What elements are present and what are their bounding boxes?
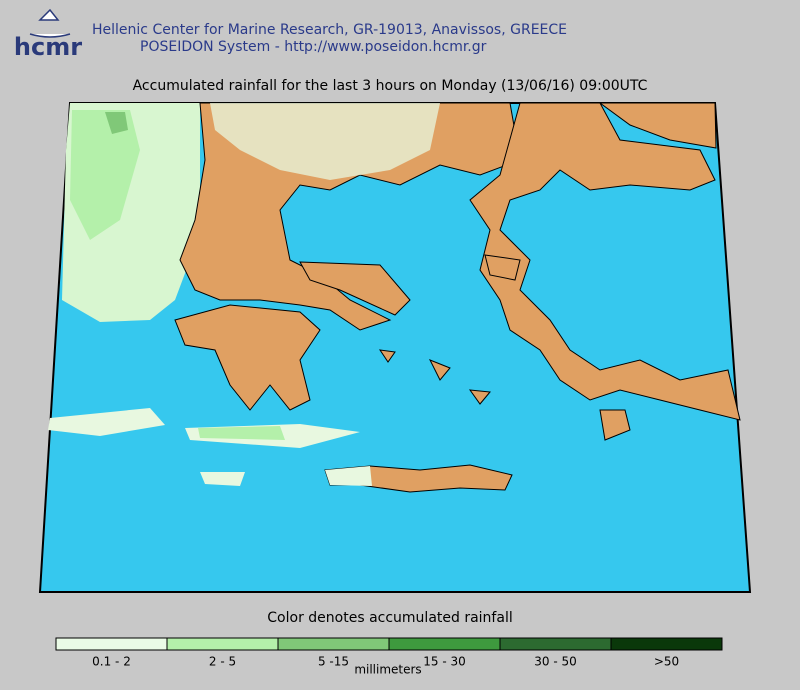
legend-label: 30 - 50 <box>534 655 577 669</box>
colorbar: 0.1 - 2 2 - 5 5 -15 15 - 30 30 - 50 >50 <box>55 637 723 669</box>
logo: hcmr <box>14 8 82 61</box>
land <box>469 102 741 421</box>
header-line: POSEIDON System - http://www.poseidon.hc… <box>140 39 487 55</box>
rain-area <box>325 466 372 486</box>
rain-area <box>70 110 140 240</box>
map <box>38 102 752 593</box>
map-title: Accumulated rainfall for the last 3 hour… <box>133 78 648 94</box>
legend-label: 15 - 30 <box>423 655 466 669</box>
land <box>599 409 631 441</box>
rain-area <box>198 426 285 440</box>
legend-label: 2 - 5 <box>209 655 236 669</box>
legend-label: 0.1 - 2 <box>92 655 131 669</box>
legend-swatch <box>277 637 390 651</box>
land <box>174 304 321 411</box>
land <box>484 254 521 281</box>
header-line: Hellenic Center for Marine Research, GR-… <box>92 22 567 38</box>
legend-caption: Color denotes accumulated rainfall <box>267 610 512 626</box>
rain-area <box>210 103 440 180</box>
rain-area <box>200 472 245 486</box>
legend-swatch <box>55 637 168 651</box>
legend-label: 5 -15 <box>318 655 349 669</box>
legend-label: >50 <box>654 655 679 669</box>
land <box>378 349 491 405</box>
legend-swatch <box>610 637 723 651</box>
legend-swatch <box>388 637 501 651</box>
land <box>299 261 411 316</box>
legend-swatch <box>499 637 612 651</box>
rain-area <box>48 408 165 436</box>
logo-text: hcmr <box>14 33 82 61</box>
land <box>598 102 717 149</box>
rain-area <box>105 112 128 134</box>
legend-unit: millimeters <box>354 663 421 677</box>
legend-swatch <box>166 637 279 651</box>
